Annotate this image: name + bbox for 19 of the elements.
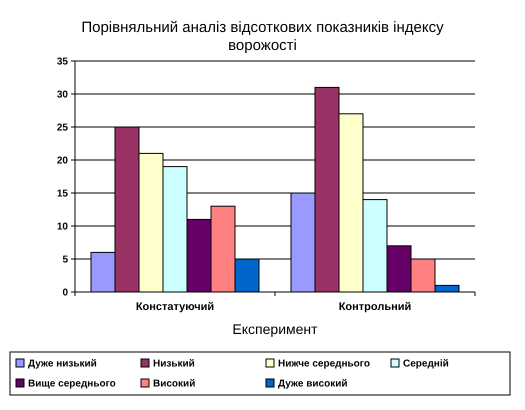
y-tick-label: 35 [56,56,68,68]
x-tick-label: Контрольний [338,301,412,313]
y-tick-label: 5 [62,254,68,266]
y-tick-label: 30 [56,90,68,100]
legend-label: Вище середнього [28,378,116,390]
chart-title: Порівняльний аналіз відсоткових показників індексу ворожості [81,19,444,54]
x-axis-title: Експеримент [232,321,318,337]
y-tick-label: 25 [56,122,68,134]
legend-label: Середній [403,358,449,370]
legend-label: Високий [153,378,196,390]
legend-label: Низький [153,358,195,370]
legend-label: Дуже низький [28,358,97,370]
legend-label: Нижче середнього [278,358,370,370]
y-tick-label: 15 [56,188,68,200]
legend-label: Дуже високий [278,378,348,390]
y-tick-label: 10 [56,222,68,232]
x-tick-label: Констатуючий [136,301,214,313]
y-tick-label: 20 [56,156,68,166]
y-tick-label: 0 [62,288,68,298]
